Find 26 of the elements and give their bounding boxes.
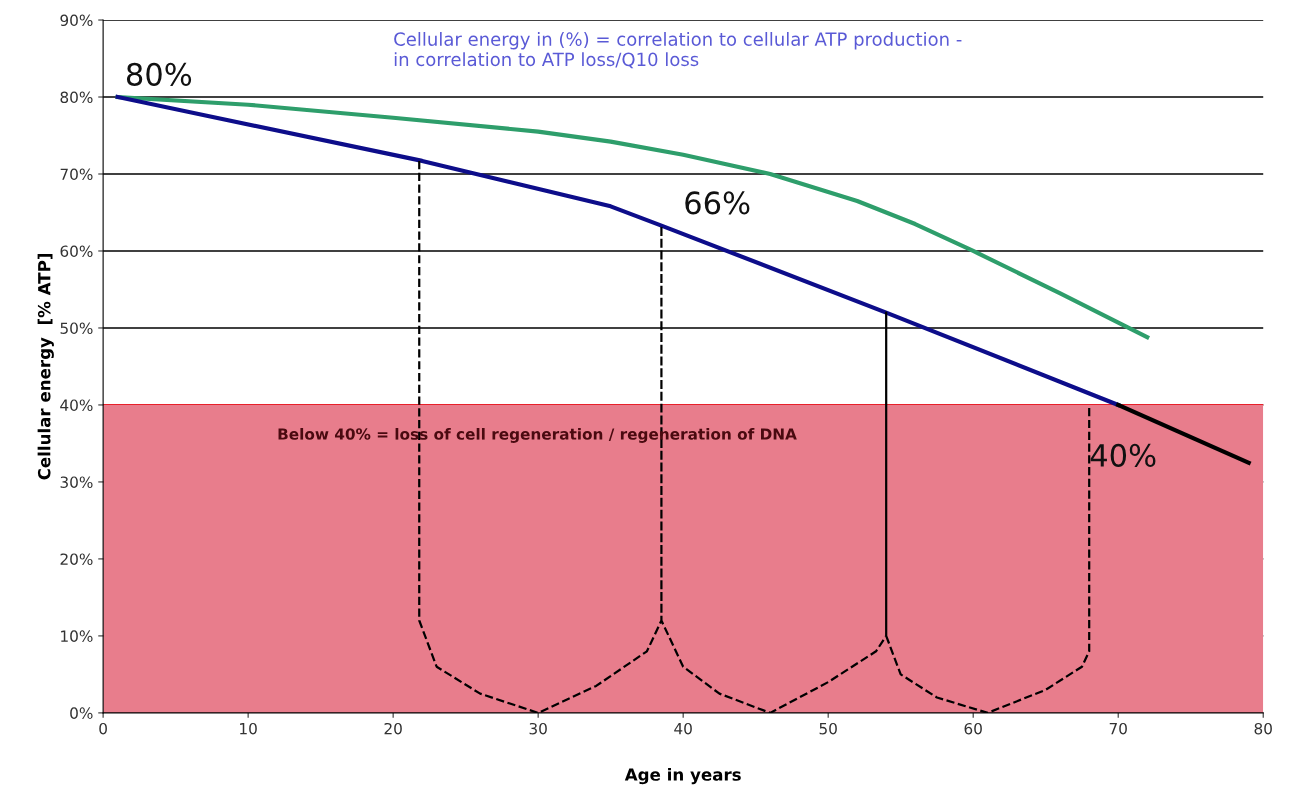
x-tick-label: 10 bbox=[240, 722, 257, 735]
x-tick-label: 40 bbox=[674, 722, 692, 735]
x-tick-label: 60 bbox=[964, 722, 982, 735]
y-tick-label: 30% bbox=[60, 476, 93, 488]
band-label: Below 40% = loss of cell regeneration / regeneration of DNA bbox=[278, 427, 797, 443]
y-tick-label: 20% bbox=[60, 553, 93, 565]
annotation: Cellular energy in (%) = correlation to cellular ATP production - in correlation to ATP loss/Q10 loss bbox=[394, 31, 962, 69]
x-tick-label: 50 bbox=[819, 722, 837, 735]
y-tick-label: 0% bbox=[70, 707, 93, 719]
y-tick-label: 80% bbox=[60, 91, 93, 104]
x-tick-label: 0 bbox=[99, 722, 107, 735]
y-tick-label: 60% bbox=[60, 245, 93, 257]
x-tick-label: 80 bbox=[1254, 722, 1272, 735]
y-tick-label: 10% bbox=[61, 630, 93, 642]
x-tick-label: 30 bbox=[529, 722, 547, 735]
y-tick-label: 50% bbox=[60, 322, 93, 334]
annotation: 66% bbox=[685, 191, 750, 215]
y-axis-title: Cellular energy [% ATP] bbox=[37, 253, 54, 480]
x-tick-label: 20 bbox=[384, 722, 402, 735]
x-tick-label: 70 bbox=[1109, 722, 1127, 735]
y-tick-label: 40% bbox=[60, 399, 93, 411]
x-axis-title: Age in years bbox=[624, 767, 741, 785]
y-tick-label: 90% bbox=[60, 14, 93, 27]
annotation: 80% bbox=[126, 62, 192, 86]
annotation: 40% bbox=[1090, 443, 1156, 467]
y-tick-label: 70% bbox=[60, 168, 93, 181]
